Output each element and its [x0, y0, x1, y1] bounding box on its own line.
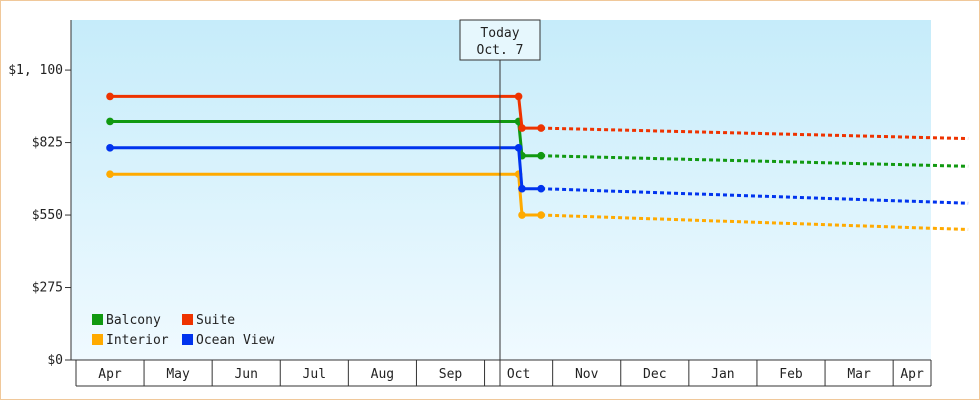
- y-tick-label: $0: [47, 353, 63, 368]
- series-balcony-forecast-line: [541, 154, 969, 168]
- today-marker: Today Oct. 7: [459, 19, 541, 386]
- x-tick-label: Jul: [303, 367, 326, 382]
- legend-swatch: [182, 334, 193, 345]
- legend: Balcony Suite Interior Ocean View: [92, 313, 274, 348]
- series-suite-point: [537, 124, 545, 132]
- x-tick-label: Feb: [779, 367, 803, 382]
- series-suite-point: [518, 124, 526, 132]
- series-suite-forecast-line: [541, 126, 969, 141]
- series-layer: [106, 92, 969, 231]
- series-suite-history-line: [110, 94, 542, 130]
- x-tick-label: Oct: [507, 367, 530, 382]
- series-ocean-view-history-line: [110, 146, 542, 191]
- series-ocean-view-point: [106, 144, 114, 152]
- x-tick-label: Mar: [847, 367, 871, 382]
- series-interior-point: [106, 170, 114, 178]
- x-tick-label: Sep: [439, 367, 463, 382]
- legend-label: Interior: [106, 333, 169, 348]
- series-balcony-point: [537, 151, 545, 160]
- series-interior-forecast-line: [541, 213, 969, 231]
- x-tick-label: Aug: [371, 367, 394, 382]
- x-tick-label: Apr: [900, 367, 924, 382]
- x-tick-label: Jun: [234, 367, 257, 382]
- legend-swatch: [92, 314, 103, 325]
- series-suite-point: [514, 92, 523, 101]
- y-axis: $0 $275 $550 $825 $1, 100: [8, 20, 72, 368]
- series-ocean-view-forecast-line: [541, 187, 969, 205]
- today-label-line2: Oct. 7: [477, 43, 524, 58]
- series-balcony-point: [106, 117, 114, 126]
- x-tick-label: May: [166, 367, 190, 382]
- legend-label: Balcony: [106, 313, 161, 328]
- legend-swatch: [92, 334, 103, 345]
- series-interior-history-line: [110, 172, 542, 217]
- plot-background: [71, 20, 931, 360]
- series-interior-point: [537, 211, 545, 219]
- series-ocean-view-point: [537, 184, 545, 193]
- y-tick-label: $825: [32, 136, 63, 151]
- series-suite-point: [106, 92, 114, 101]
- series-balcony-history-line: [110, 120, 542, 158]
- series-interior-point: [518, 211, 526, 219]
- today-label-box: [459, 19, 541, 61]
- y-tick-label: $550: [32, 208, 63, 223]
- legend-swatch: [182, 314, 193, 325]
- legend-label: Ocean View: [196, 333, 274, 348]
- x-tick-label: Apr: [98, 367, 122, 382]
- today-label-line1: Today: [480, 26, 519, 41]
- y-tick-label: $275: [32, 281, 63, 296]
- series-ocean-view-point: [514, 144, 523, 152]
- legend-label: Suite: [196, 313, 235, 328]
- x-tick-label: Nov: [575, 367, 599, 382]
- y-tick-label: $1, 100: [8, 63, 63, 78]
- x-tick-label: Dec: [643, 367, 666, 382]
- series-ocean-view-point: [518, 184, 526, 193]
- x-axis: Apr May Jun Jul Aug Sep Oct Nov Dec Jan Feb Mar Apr: [71, 359, 932, 387]
- x-tick-label: Jan: [711, 367, 734, 382]
